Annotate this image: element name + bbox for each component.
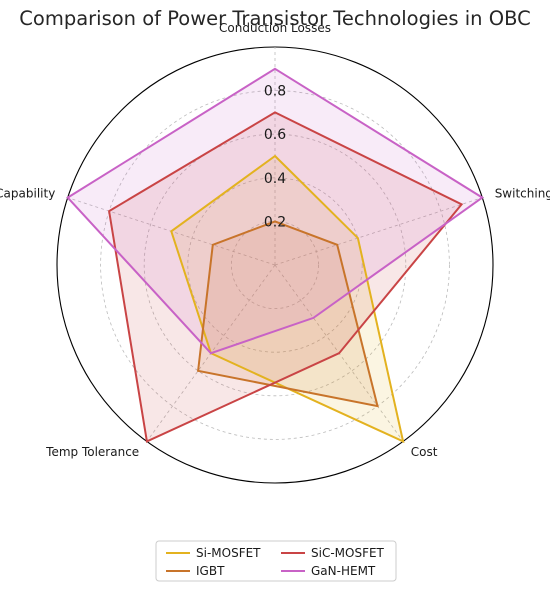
axis-label: Freq Capability: [0, 187, 55, 201]
series-line: [196, 220, 379, 408]
axis-labels: Conduction Losses Switching Losses Cost Tem…: [0, 21, 550, 459]
radial-tick-labels: 0.2 0.4 0.6 0.8: [264, 84, 286, 231]
radar-spoke: [274, 197, 483, 266]
radial-tick-label: 0.2: [264, 214, 286, 230]
radar-series: [66, 67, 485, 444]
series-fill: [109, 112, 462, 442]
legend-frame: [155, 540, 397, 582]
legend-label: IGBT: [196, 564, 225, 578]
radar-grid-ring: [187, 177, 363, 353]
axis-label: Switching Losses: [495, 187, 550, 201]
series-fill: [198, 221, 378, 407]
radar-grid-ring: [143, 133, 407, 397]
legend: Si-MOSFET IGBT SiC-MOSFET GaN-HEMT: [155, 540, 397, 582]
radial-tick-label: 0.4: [264, 171, 286, 187]
legend-label: Si-MOSFET: [196, 546, 261, 560]
series-fill: [67, 68, 483, 354]
series-line: [170, 154, 405, 444]
axis-label: Conduction Losses: [219, 21, 331, 35]
series-fill: [171, 156, 404, 442]
radial-tick-label: 0.6: [264, 127, 286, 143]
series-line: [108, 111, 464, 443]
legend-label: SiC-MOSFET: [311, 546, 385, 560]
axis-label: Temp Tolerance: [45, 445, 139, 459]
legend-label: GaN-HEMT: [311, 564, 376, 578]
radial-tick-label: 0.8: [264, 84, 286, 100]
series-line: [66, 67, 485, 355]
radar-grid-ring: [100, 90, 450, 440]
radar-outer-ring: [56, 46, 494, 484]
axis-label: Cost: [411, 445, 438, 459]
chart-title: Comparison of Power Transistor Technolog…: [19, 7, 530, 30]
